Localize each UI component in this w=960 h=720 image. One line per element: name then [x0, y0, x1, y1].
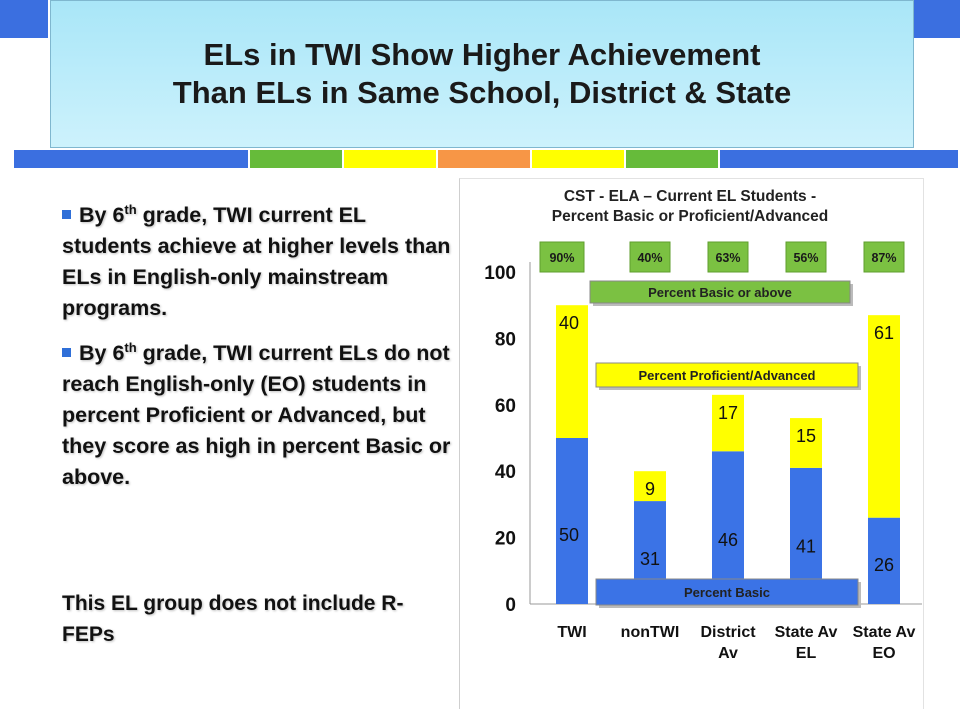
y-tick-label: 40 [495, 462, 516, 483]
bullet-2-pre: By 6 [79, 341, 125, 365]
bullet-2-text: grade, TWI current ELs do not reach Engl… [62, 341, 451, 489]
bullet-1: By 6th grade, TWI current EL students ac… [62, 200, 454, 324]
bullet-1-sup: th [124, 201, 137, 217]
y-tick-label: 80 [495, 329, 516, 350]
y-tick-label: 0 [505, 595, 516, 616]
data-label-proficient-5: 61 [874, 323, 894, 343]
bullet-2-sup: th [124, 339, 137, 355]
chart-panel: CST - ELA – Current EL Students - Percen… [459, 178, 924, 709]
callout-basic-text: Percent Basic [684, 585, 770, 600]
data-label-basic-4: 41 [796, 536, 816, 556]
total-label-5: 87% [871, 251, 896, 265]
callout-basic-box [595, 578, 859, 606]
bar-basic-1 [556, 438, 588, 604]
bar-basic-5 [868, 517, 900, 604]
bar-proficient-4 [790, 418, 822, 468]
data-label-basic-3: 46 [718, 530, 738, 550]
strip-segment-6 [626, 150, 720, 168]
category-label-1: TWI [557, 624, 586, 641]
callout-basic-or-above-text: Percent Basic or above [648, 285, 792, 300]
total-label-3: 63% [715, 251, 740, 265]
bar-proficient-3 [712, 394, 744, 452]
strip-segment-3 [344, 150, 438, 168]
total-box-3 [707, 241, 749, 273]
total-box-4 [785, 241, 827, 273]
chart-title-line-2: Percent Basic or Proficient/Advanced [552, 208, 829, 225]
data-label-basic-2: 31 [640, 549, 660, 569]
total-box-5 [863, 241, 905, 273]
strip-segment-2 [250, 150, 344, 168]
note-text: This EL group does not include R-FEPs [62, 592, 404, 646]
bar-proficient-5 [868, 315, 900, 518]
stacked-bar-chart: CST - ELA – Current EL Students - Percen… [484, 188, 922, 662]
slide-title-line-1: ELs in TWI Show Higher Achievement [203, 37, 761, 72]
total-label-2: 40% [637, 251, 662, 265]
category-label-3: District [700, 624, 756, 641]
callout-basic-or-above-box [589, 280, 851, 304]
category-label-4: State Av [775, 624, 838, 641]
strip-segment-1 [14, 150, 250, 168]
color-strip [14, 150, 960, 168]
data-label-proficient-4: 15 [796, 426, 816, 446]
total-label-4: 56% [793, 251, 818, 265]
title-corner-left [0, 0, 48, 38]
bullet-list: By 6th grade, TWI current EL students ac… [62, 200, 454, 507]
data-label-proficient-2: 9 [645, 479, 655, 499]
y-tick-label: 20 [495, 529, 516, 550]
total-label-1: 90% [549, 251, 574, 265]
data-label-basic-5: 26 [874, 555, 894, 575]
bullet-square-icon [62, 348, 71, 358]
category-label-5: State Av [853, 624, 916, 641]
bullet-square-icon [62, 210, 71, 220]
y-tick-label: 60 [495, 396, 516, 417]
callout-proficient-box [595, 362, 859, 388]
data-label-basic-1: 50 [559, 525, 579, 545]
bar-proficient-1 [556, 305, 588, 438]
bullet-1-pre: By 6 [79, 203, 125, 227]
chart-title-line-1: CST - ELA – Current EL Students - [564, 188, 816, 205]
strip-segment-4 [438, 150, 532, 168]
total-box-2 [629, 241, 671, 273]
category-label-2: nonTWI [621, 624, 680, 641]
category-label-5: EO [872, 645, 895, 662]
category-label-3: Av [718, 645, 738, 662]
y-tick-label: 100 [484, 263, 516, 284]
title-corner-right [914, 0, 960, 38]
slide-title-line-2: Than ELs in Same School, District & Stat… [172, 75, 792, 110]
total-box-1 [539, 241, 585, 273]
bullet-2: By 6th grade, TWI current ELs do not rea… [62, 338, 454, 493]
data-label-proficient-3: 17 [718, 403, 738, 423]
strip-segment-5 [532, 150, 626, 168]
slide-title: ELs in TWI Show Higher Achievement Than … [50, 0, 914, 148]
category-label-4: EL [796, 645, 817, 662]
callout-proficient-text: Percent Proficient/Advanced [639, 368, 816, 383]
bar-proficient-2 [634, 471, 666, 502]
bullet-1-text: grade, TWI current EL students achieve a… [62, 203, 451, 320]
data-label-proficient-1: 40 [559, 313, 579, 333]
strip-segment-7 [720, 150, 960, 168]
